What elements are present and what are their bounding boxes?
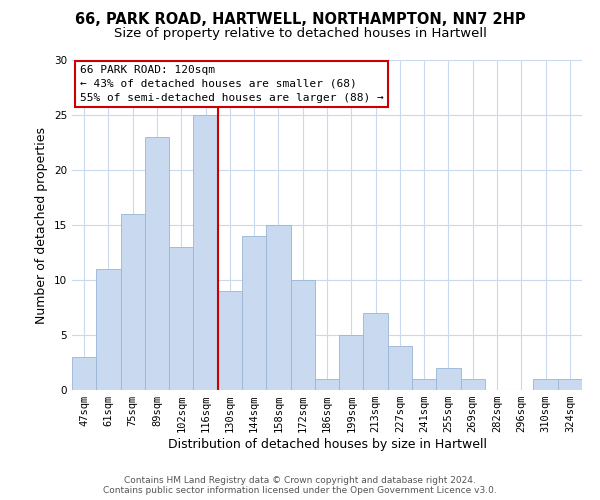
Bar (461, 379, 485, 390)
Bar (412, 379, 436, 390)
Text: Contains HM Land Registry data © Crown copyright and database right 2024.
Contai: Contains HM Land Registry data © Crown c… (103, 476, 497, 495)
X-axis label: Distribution of detached houses by size in Hartwell: Distribution of detached houses by size … (167, 438, 487, 451)
Bar (96, 269, 121, 390)
Bar (315, 379, 339, 390)
Bar (169, 247, 193, 390)
Bar (436, 368, 461, 390)
Bar (266, 225, 290, 390)
Bar (533, 379, 558, 390)
Text: 66 PARK ROAD: 120sqm
← 43% of detached houses are smaller (68)
55% of semi-detac: 66 PARK ROAD: 120sqm ← 43% of detached h… (80, 65, 383, 103)
Bar (218, 291, 242, 390)
Y-axis label: Number of detached properties: Number of detached properties (35, 126, 49, 324)
Bar (558, 379, 582, 390)
Bar (72, 357, 96, 390)
Bar (121, 214, 145, 390)
Bar (290, 280, 315, 390)
Bar (242, 236, 266, 390)
Bar (364, 313, 388, 390)
Text: Size of property relative to detached houses in Hartwell: Size of property relative to detached ho… (113, 28, 487, 40)
Bar (339, 335, 364, 390)
Bar (193, 115, 218, 390)
Bar (388, 346, 412, 390)
Text: 66, PARK ROAD, HARTWELL, NORTHAMPTON, NN7 2HP: 66, PARK ROAD, HARTWELL, NORTHAMPTON, NN… (74, 12, 526, 28)
Bar (145, 137, 169, 390)
